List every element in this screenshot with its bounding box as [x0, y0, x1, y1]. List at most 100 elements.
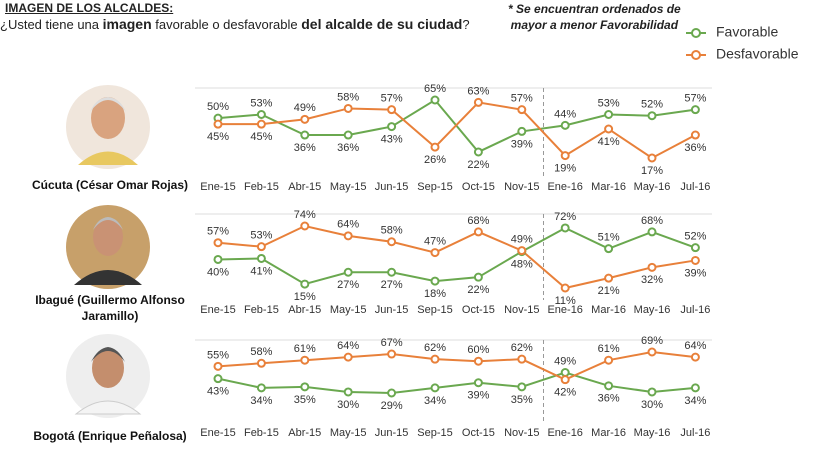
data-label: 68% [641, 215, 663, 227]
data-label: 65% [424, 83, 446, 95]
x-tick-label: Sep-15 [417, 304, 452, 316]
point [473, 227, 483, 237]
data-label: 41% [598, 136, 620, 148]
data-label: 15% [294, 291, 316, 303]
point [213, 119, 223, 129]
data-label: 58% [337, 91, 359, 103]
x-tick-label: Nov-15 [504, 427, 539, 439]
point [604, 273, 614, 283]
x-tick-label: Ene-16 [547, 304, 582, 316]
x-tick-label: Sep-15 [417, 427, 452, 439]
data-label: 27% [381, 279, 403, 291]
point [560, 375, 570, 385]
data-label: 36% [337, 142, 359, 154]
x-tick-label: Mar-16 [591, 304, 626, 316]
point [430, 142, 440, 152]
x-tick-label: Feb-15 [244, 427, 279, 439]
x-tick-label: May-15 [330, 427, 367, 439]
subtitle-part: ? [462, 17, 470, 32]
series-line [217, 350, 696, 381]
point [387, 349, 397, 359]
x-tick-label: Feb-15 [244, 304, 279, 316]
point [517, 105, 527, 115]
point [517, 126, 527, 136]
point [387, 267, 397, 277]
legend-label: Desfavorable [716, 46, 799, 62]
point [213, 374, 223, 384]
data-label: 36% [598, 393, 620, 405]
x-tick-label: May-16 [634, 427, 671, 439]
data-label: 69% [641, 335, 663, 347]
data-label: 62% [424, 342, 446, 354]
point [256, 383, 266, 393]
data-label: 57% [684, 93, 706, 105]
data-label: 18% [424, 288, 446, 300]
x-tick-label: Abr-15 [288, 304, 321, 316]
x-tick-label: Jul-16 [680, 181, 710, 193]
point [213, 361, 223, 371]
point [256, 110, 266, 119]
point [560, 368, 570, 377]
subtitle-part: del alcalde de su ciudad [301, 16, 463, 32]
x-tick-label: Ene-15 [200, 181, 235, 193]
subtitle-part: ¿Usted tiene una [0, 17, 103, 32]
data-label: 58% [250, 346, 272, 358]
x-tick-label: May-16 [634, 304, 671, 316]
data-label: 61% [598, 343, 620, 355]
data-label: 32% [641, 274, 663, 286]
point [560, 223, 570, 233]
point [604, 355, 614, 365]
data-label: 64% [337, 219, 359, 231]
x-tick-label: Abr-15 [288, 427, 321, 439]
data-label: 39% [684, 267, 706, 279]
data-label: 36% [294, 142, 316, 154]
point [517, 382, 527, 392]
x-tick-label: Jul-16 [680, 304, 710, 316]
x-tick-label: Mar-16 [591, 427, 626, 439]
point [604, 381, 614, 391]
chart-title: Ibagué (Guillermo Alfonso Jaramillo) [35, 293, 185, 323]
point [517, 246, 527, 256]
note-line: * Se encuentran ordenados de [508, 2, 681, 16]
data-label: 57% [207, 226, 229, 238]
x-tick-label: Abr-15 [288, 181, 321, 193]
data-label: 27% [337, 279, 359, 291]
photo [66, 85, 150, 418]
data-label: 26% [424, 154, 446, 166]
x-tick-label: Jul-16 [680, 427, 710, 439]
point [256, 358, 266, 368]
page-title: IMAGEN DE LOS ALCALDES: [5, 1, 174, 15]
series-line [217, 371, 696, 395]
data-label: 47% [424, 235, 446, 247]
point [473, 378, 483, 388]
data-label: 55% [207, 349, 229, 361]
note: * Se encuentran ordenados de mayor a men… [508, 1, 681, 33]
x-tick-label: Mar-16 [591, 181, 626, 193]
point [517, 354, 527, 364]
series-line [217, 224, 696, 290]
data-label: 34% [424, 395, 446, 407]
data-label: 45% [250, 131, 272, 143]
point [300, 114, 310, 124]
data-label: 45% [207, 131, 229, 143]
x-tick-label: Jun-15 [375, 427, 409, 439]
x-tick-label: Oct-15 [462, 181, 495, 193]
point [256, 253, 266, 263]
data-label: 29% [381, 400, 403, 412]
data-label: 22% [467, 284, 489, 296]
point [473, 272, 483, 282]
data-label: 49% [554, 355, 576, 367]
point [690, 243, 700, 253]
x-tick-label: Jun-15 [375, 304, 409, 316]
point [560, 283, 570, 293]
data-label: 19% [554, 162, 576, 174]
x-tick-label: May-15 [330, 304, 367, 316]
point [387, 388, 397, 398]
data-label: 30% [641, 399, 663, 411]
data-label: 17% [641, 165, 663, 177]
point [300, 221, 310, 231]
point [387, 105, 397, 115]
point [213, 238, 223, 248]
x-tick-label: Nov-15 [504, 304, 539, 316]
